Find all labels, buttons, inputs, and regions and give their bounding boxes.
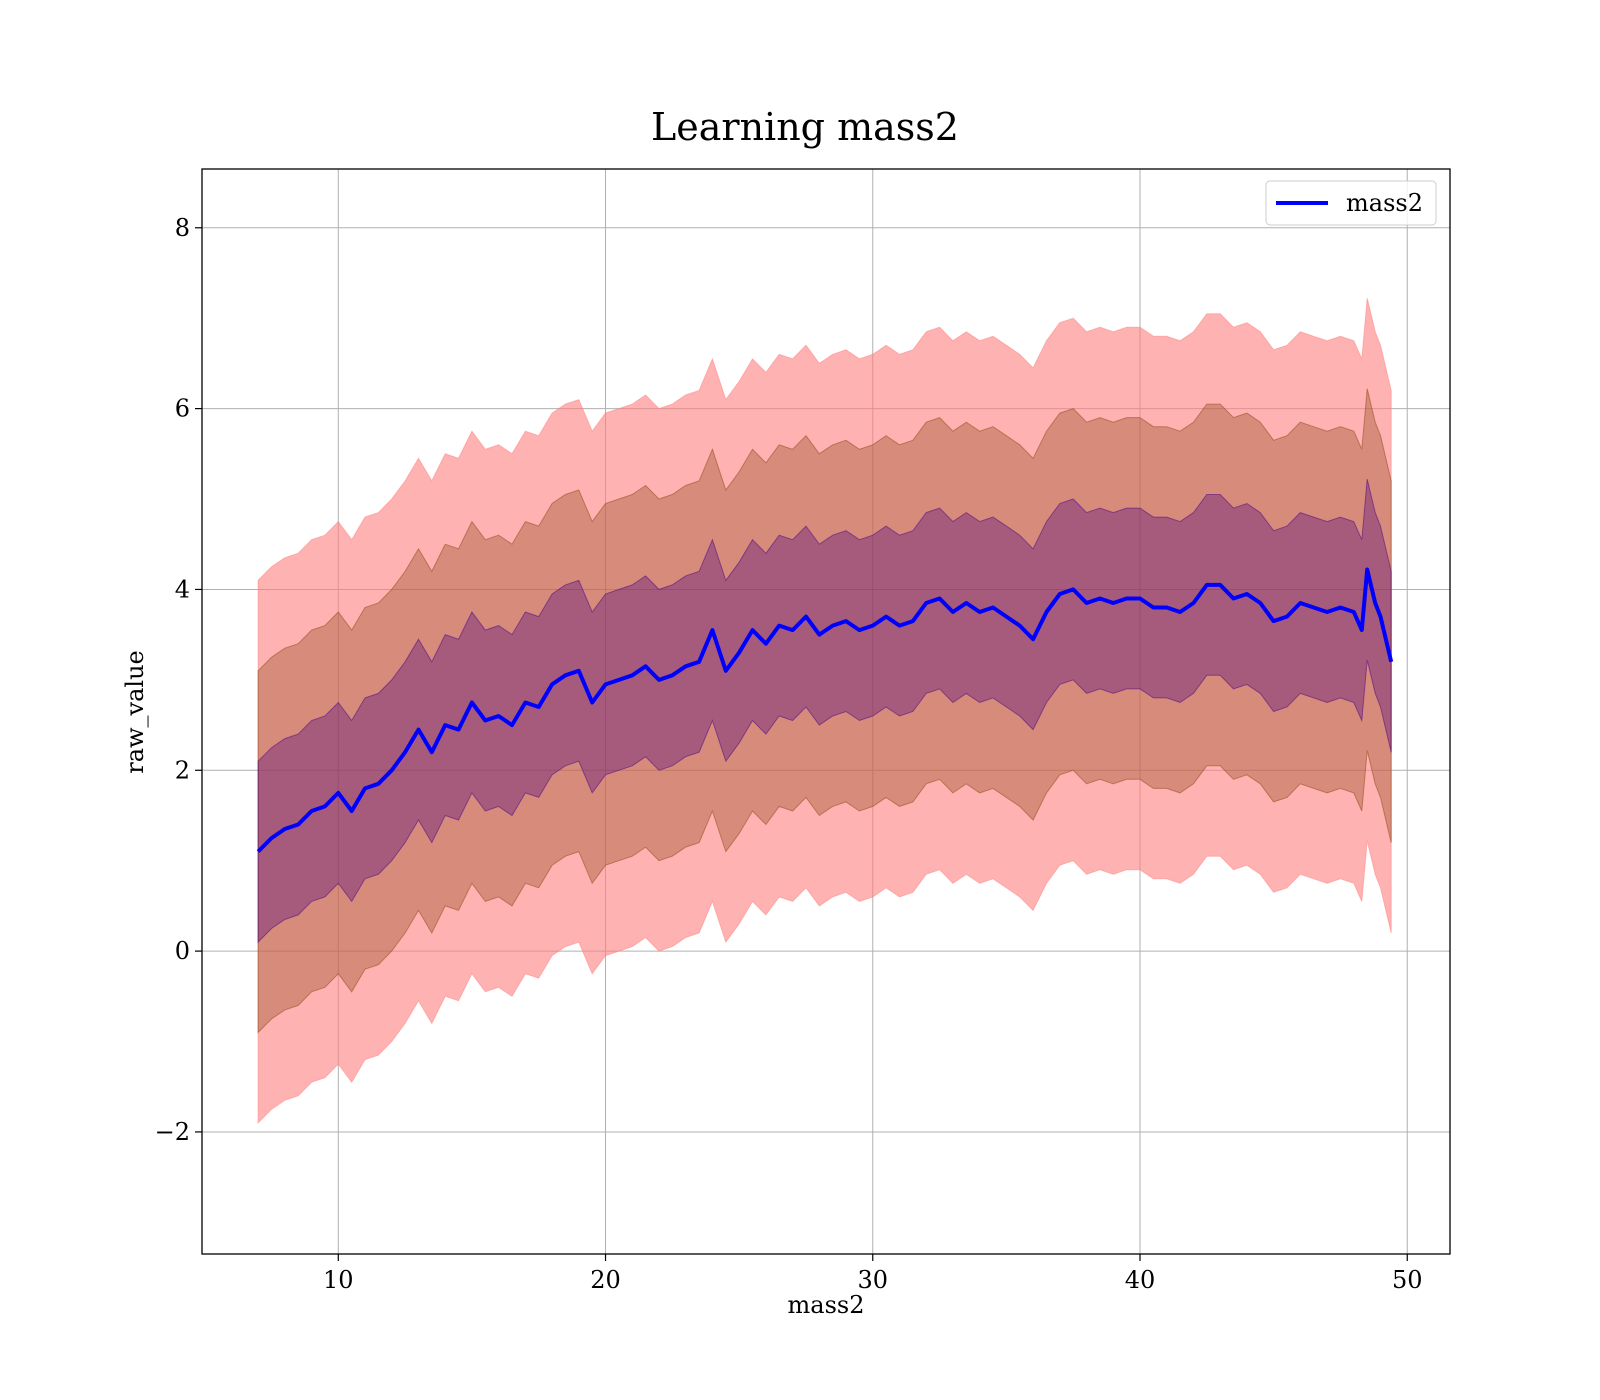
- x-tick-label: 50: [1392, 1266, 1423, 1294]
- x-tick-label: 40: [1125, 1266, 1156, 1294]
- y-tick-label: 8: [175, 214, 190, 242]
- y-tick-label: 6: [175, 395, 190, 423]
- series-lines: [256, 567, 1394, 854]
- series-line-mass2: [256, 567, 1394, 854]
- x-axis-label: mass2: [788, 1291, 865, 1319]
- chart-title: Learning mass2: [651, 105, 959, 149]
- band-inner: [257, 478, 1392, 944]
- y-tick-label: 0: [175, 937, 190, 965]
- y-tick-label: 2: [175, 756, 190, 784]
- uncertainty-bands: [257, 298, 1392, 1125]
- x-tick-label: 10: [323, 1266, 354, 1294]
- legend: mass2: [1265, 180, 1437, 226]
- y-tick-label: −2: [155, 1118, 190, 1146]
- axis-ticks: 10 20 30 40 50 −2 0 2 4 6 8: [155, 214, 1423, 1294]
- y-axis-label: raw_value: [121, 650, 149, 774]
- legend-box: [1265, 180, 1437, 226]
- x-tick-label: 30: [857, 1266, 888, 1294]
- legend-label-mass2: mass2: [1346, 189, 1423, 217]
- plot-frame: [201, 168, 1451, 1255]
- band-middle: [257, 388, 1392, 1034]
- x-tick-label: 20: [590, 1266, 621, 1294]
- band-outer: [257, 298, 1392, 1125]
- y-tick-label: 4: [175, 575, 190, 603]
